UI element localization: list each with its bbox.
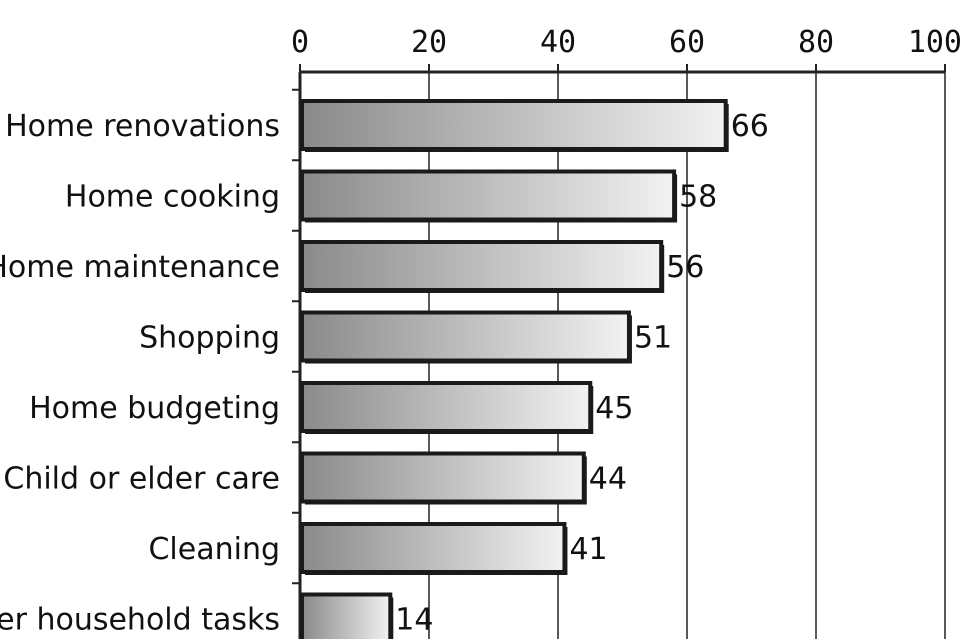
bar xyxy=(300,240,664,292)
value-label: 66 xyxy=(731,109,769,144)
value-label: 58 xyxy=(679,180,717,215)
category-label: Home budgeting xyxy=(29,391,280,426)
category-label: Other household tasks xyxy=(0,603,280,638)
bar xyxy=(300,310,631,363)
value-label: 51 xyxy=(634,321,672,356)
x-tick-label: 60 xyxy=(669,25,705,60)
bar xyxy=(300,592,393,639)
value-label: 44 xyxy=(589,462,627,497)
x-tick-label: 20 xyxy=(411,25,447,60)
category-label: Home maintenance xyxy=(0,250,280,285)
bar xyxy=(300,169,677,222)
x-tick-label: 80 xyxy=(798,25,834,60)
value-label: 14 xyxy=(395,603,433,638)
x-tick-label: 100 xyxy=(908,25,962,60)
bar xyxy=(300,451,586,504)
x-axis: 0 20 40 60 80 100 xyxy=(291,25,962,639)
bars xyxy=(300,99,729,639)
category-label: Cleaning xyxy=(148,532,280,567)
value-label: 41 xyxy=(569,532,607,567)
x-tick-label: 0 xyxy=(291,25,309,60)
bar xyxy=(300,522,567,574)
category-label: Home renovations xyxy=(5,109,280,144)
x-tick-label: 40 xyxy=(540,25,576,60)
bar xyxy=(300,381,593,433)
value-label: 45 xyxy=(595,391,633,426)
category-label: Shopping xyxy=(139,321,280,356)
bar xyxy=(300,99,728,151)
category-label: Home cooking xyxy=(65,180,280,215)
value-label: 56 xyxy=(666,250,704,285)
category-label: Child or elder care xyxy=(3,462,280,497)
category-labels: Home renovations Home cooking Home mainten… xyxy=(0,109,280,638)
